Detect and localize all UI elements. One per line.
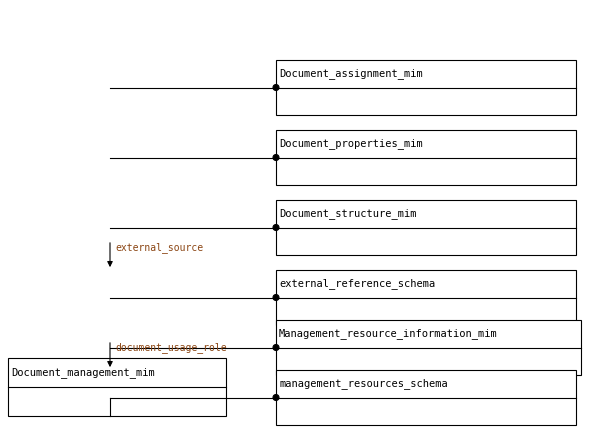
Bar — [276, 130, 576, 185]
Circle shape — [273, 84, 279, 91]
Text: external_source: external_source — [115, 242, 203, 253]
Bar — [276, 270, 576, 325]
Text: Document_management_mim: Document_management_mim — [11, 367, 155, 378]
Circle shape — [273, 294, 279, 301]
Bar — [276, 60, 576, 115]
Text: document_usage_role: document_usage_role — [115, 342, 227, 353]
Text: Document_assignment_mim: Document_assignment_mim — [279, 69, 423, 79]
Bar — [8, 358, 226, 416]
Bar — [276, 370, 576, 425]
Text: external_reference_schema: external_reference_schema — [279, 278, 435, 289]
Circle shape — [273, 344, 279, 351]
Bar — [276, 320, 581, 375]
Bar — [276, 200, 576, 255]
Text: management_resources_schema: management_resources_schema — [279, 378, 448, 389]
Circle shape — [273, 225, 279, 230]
Circle shape — [273, 395, 279, 400]
Text: Management_resource_information_mim: Management_resource_information_mim — [279, 328, 498, 339]
Circle shape — [273, 155, 279, 160]
Text: Document_structure_mim: Document_structure_mim — [279, 208, 416, 219]
Text: Document_properties_mim: Document_properties_mim — [279, 138, 423, 149]
